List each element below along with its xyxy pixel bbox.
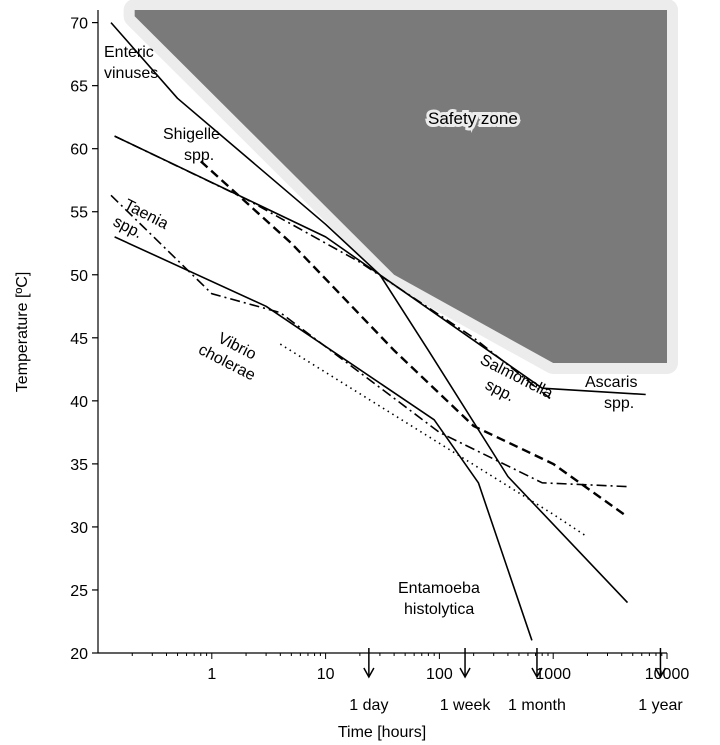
x-tick-label: 1000 (535, 666, 571, 683)
time-marker-label: 1 day (349, 697, 388, 714)
time-marker-label: 1 week (440, 697, 492, 714)
time-marker-label: 1 month (508, 697, 566, 714)
y-tick-label: 50 (70, 268, 88, 285)
annotation-enteric-line2: vinuses (104, 65, 158, 82)
series-line-ascaris-spp (114, 135, 646, 396)
time-marker-arrow-head (654, 667, 667, 679)
time-marker-label: 1 year (638, 697, 683, 714)
annotation-shigelle-line1: Shigelle (163, 126, 220, 143)
safety-zone (134, 10, 667, 364)
safety-zone-layer (123, 0, 678, 375)
x-axis-label: Time [hours] (338, 724, 426, 741)
x-tick-label: 10 (317, 666, 335, 683)
y-tick-label: 40 (70, 394, 88, 411)
ticks-layer: 20 25 30 35 40 45 50 55 60 65 70 1 10 100 1000 10000 (70, 16, 689, 683)
annotation-ascaris-line2: spp. (604, 395, 634, 412)
y-axis-label: Temperature [ºC] (14, 272, 31, 393)
y-tick-label: 25 (70, 583, 88, 600)
y-tick-label: 55 (70, 205, 88, 222)
x-tick-label: 100 (426, 666, 453, 683)
time-marker-1-week: 1 week (440, 648, 492, 714)
y-tick-label: 65 (70, 79, 88, 96)
axes-layer (97, 10, 667, 654)
time-marker-1-day: 1 day (349, 648, 388, 714)
annotation-entamoeba-line2: histolytica (404, 601, 474, 618)
time-marker-arrow-head (363, 667, 375, 679)
y-tick-label: 30 (70, 520, 88, 537)
series-layer (110, 22, 646, 641)
time-marker-arrow-head (531, 667, 543, 679)
series-line-entamoeba-histolytica (114, 236, 533, 641)
safety-zone-label: Safety zone (428, 109, 518, 128)
annotation-enteric-line1: Enteric (104, 44, 154, 61)
time-marker-1-month: 1 month (508, 648, 566, 714)
y-tick-label: 70 (70, 16, 88, 33)
series-line-vibrio-cholerae (279, 343, 588, 538)
annotation-entamoeba-line1: Entamoeba (398, 580, 480, 597)
series-line-shigelle-spp (199, 160, 629, 518)
annotation-ascaris-line1: Ascaris (585, 374, 637, 391)
y-tick-label: 45 (70, 331, 88, 348)
x-tick-label: 1 (207, 666, 216, 683)
y-tick-label: 20 (70, 646, 88, 663)
time-marker-1-year: 1 year (638, 648, 683, 714)
annotation-shigelle-line2: spp. (184, 147, 214, 164)
time-marker-arrow-head (459, 667, 471, 679)
x-tick-label: 10000 (645, 666, 690, 683)
y-tick-label: 35 (70, 457, 88, 474)
time-markers-layer: 1 day 1 week 1 month 1 year (349, 648, 683, 714)
y-tick-label: 60 (70, 142, 88, 159)
